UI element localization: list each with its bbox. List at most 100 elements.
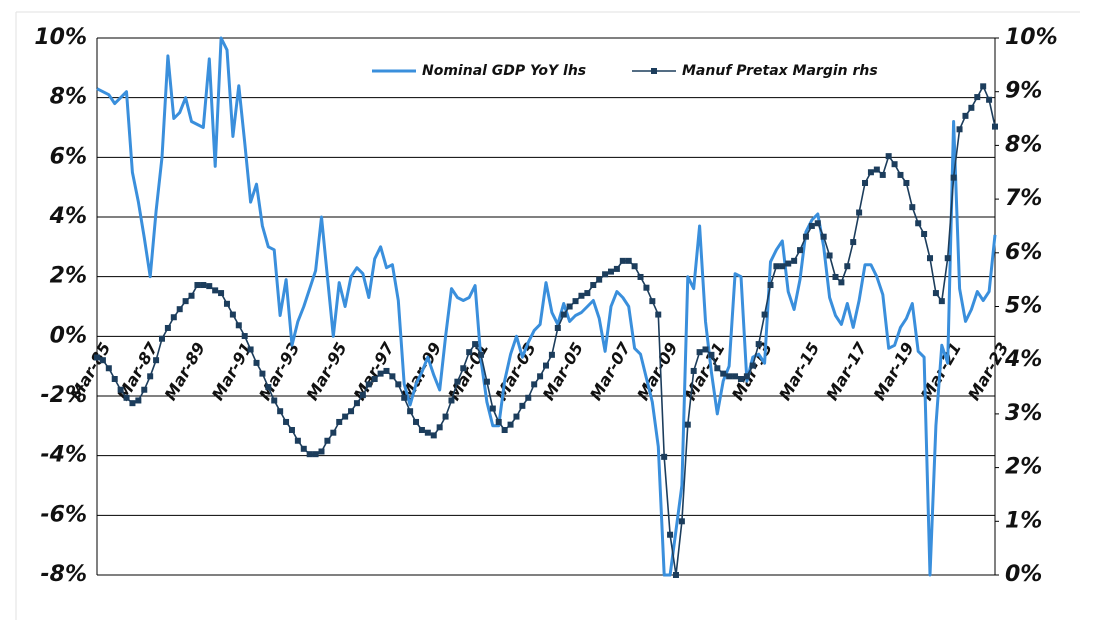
series-marker [300, 445, 307, 452]
series-marker [927, 255, 934, 262]
y2-tick-label: 7% [1005, 186, 1042, 211]
y-tick-label: -4% [41, 443, 87, 468]
series-marker [613, 265, 620, 272]
x-tick-label: Mar-87 [113, 338, 162, 403]
series-marker [690, 367, 697, 374]
series-marker [389, 373, 396, 380]
series-marker [968, 104, 975, 111]
series-marker [785, 260, 792, 267]
series-marker [359, 392, 366, 399]
y-tick-label: -6% [41, 502, 87, 527]
y2-tick-label: 10% [1005, 25, 1058, 50]
series-marker [413, 418, 420, 425]
series-marker [732, 373, 739, 380]
series-marker [460, 365, 467, 372]
series-marker [401, 394, 408, 401]
series-marker [672, 572, 679, 578]
series-marker [277, 408, 284, 415]
series-marker [566, 303, 573, 310]
series-marker [832, 273, 839, 280]
series-marker [749, 362, 756, 369]
series-marker [820, 233, 827, 240]
series-marker [94, 354, 100, 361]
series-marker [194, 282, 201, 289]
series-marker [755, 341, 762, 348]
series-marker [572, 298, 579, 305]
series-line [96, 36, 997, 577]
series-marker [430, 432, 437, 439]
series-marker [513, 413, 520, 420]
series-marker [903, 179, 910, 186]
series-marker [702, 346, 709, 353]
y2-tick-label: 9% [1005, 79, 1042, 104]
series-marker [826, 252, 833, 259]
series-marker [271, 397, 278, 404]
series-marker [454, 378, 461, 385]
y-tick-label: 0% [50, 323, 87, 348]
y2-tick-label: 6% [1005, 240, 1042, 265]
series-marker [761, 311, 768, 318]
series-marker [336, 418, 343, 425]
y2-tick-label: 0% [1005, 562, 1042, 587]
series-marker [879, 171, 886, 178]
x-tick-label: Mar-03 [492, 339, 540, 404]
series-marker [235, 322, 242, 329]
series-marker [779, 263, 786, 270]
series-marker [495, 418, 502, 425]
series-marker [330, 429, 337, 436]
series-marker [944, 255, 951, 262]
series-marker [956, 126, 963, 133]
series-marker [862, 179, 869, 186]
series-marker [850, 239, 857, 246]
legend-marker [651, 68, 657, 74]
series-marker [791, 257, 798, 264]
x-tick-label: Mar-09 [633, 339, 681, 404]
series-marker [708, 351, 715, 358]
y-tick-label: 8% [50, 85, 87, 110]
y2-tick-label: 8% [1005, 132, 1042, 157]
y-tick-label: 2% [50, 264, 87, 289]
series-marker [838, 279, 845, 286]
y-tick-label: -2% [41, 383, 87, 408]
series-marker [519, 402, 526, 409]
series-marker [802, 233, 809, 240]
series-marker [921, 231, 928, 238]
series-marker [897, 171, 904, 178]
series-marker [655, 311, 662, 318]
series-marker [938, 298, 945, 305]
series-marker [158, 335, 165, 342]
series-line [96, 85, 996, 576]
series-marker [678, 518, 685, 525]
legend-label: Manuf Pretax Margin rhs [682, 63, 878, 79]
series-marker [348, 408, 355, 415]
series-marker [684, 421, 691, 428]
series-marker [377, 370, 384, 377]
series-marker [489, 405, 496, 412]
series-marker [767, 282, 774, 289]
x-tick-label: Mar-15 [775, 339, 823, 404]
series-marker [950, 174, 957, 181]
series-marker [856, 209, 863, 216]
series-marker [590, 282, 597, 289]
series-marker [885, 153, 892, 160]
series-marker [844, 263, 851, 270]
series-marker [111, 375, 118, 382]
series-marker [891, 161, 898, 168]
series-marker [814, 220, 821, 227]
series-marker [188, 292, 195, 299]
series-marker [607, 268, 614, 275]
series-marker [531, 381, 538, 388]
series-marker [696, 349, 703, 356]
series-marker [537, 373, 544, 380]
series-marker [123, 394, 130, 401]
series-marker [153, 357, 160, 364]
series-marker [436, 424, 443, 431]
series-marker [631, 263, 638, 270]
series-marker [241, 333, 248, 340]
x-tick-label: Mar-13 [728, 339, 776, 404]
series-marker [867, 169, 874, 176]
series-marker [99, 357, 106, 364]
series-marker [507, 421, 514, 428]
series-marker [259, 370, 266, 377]
